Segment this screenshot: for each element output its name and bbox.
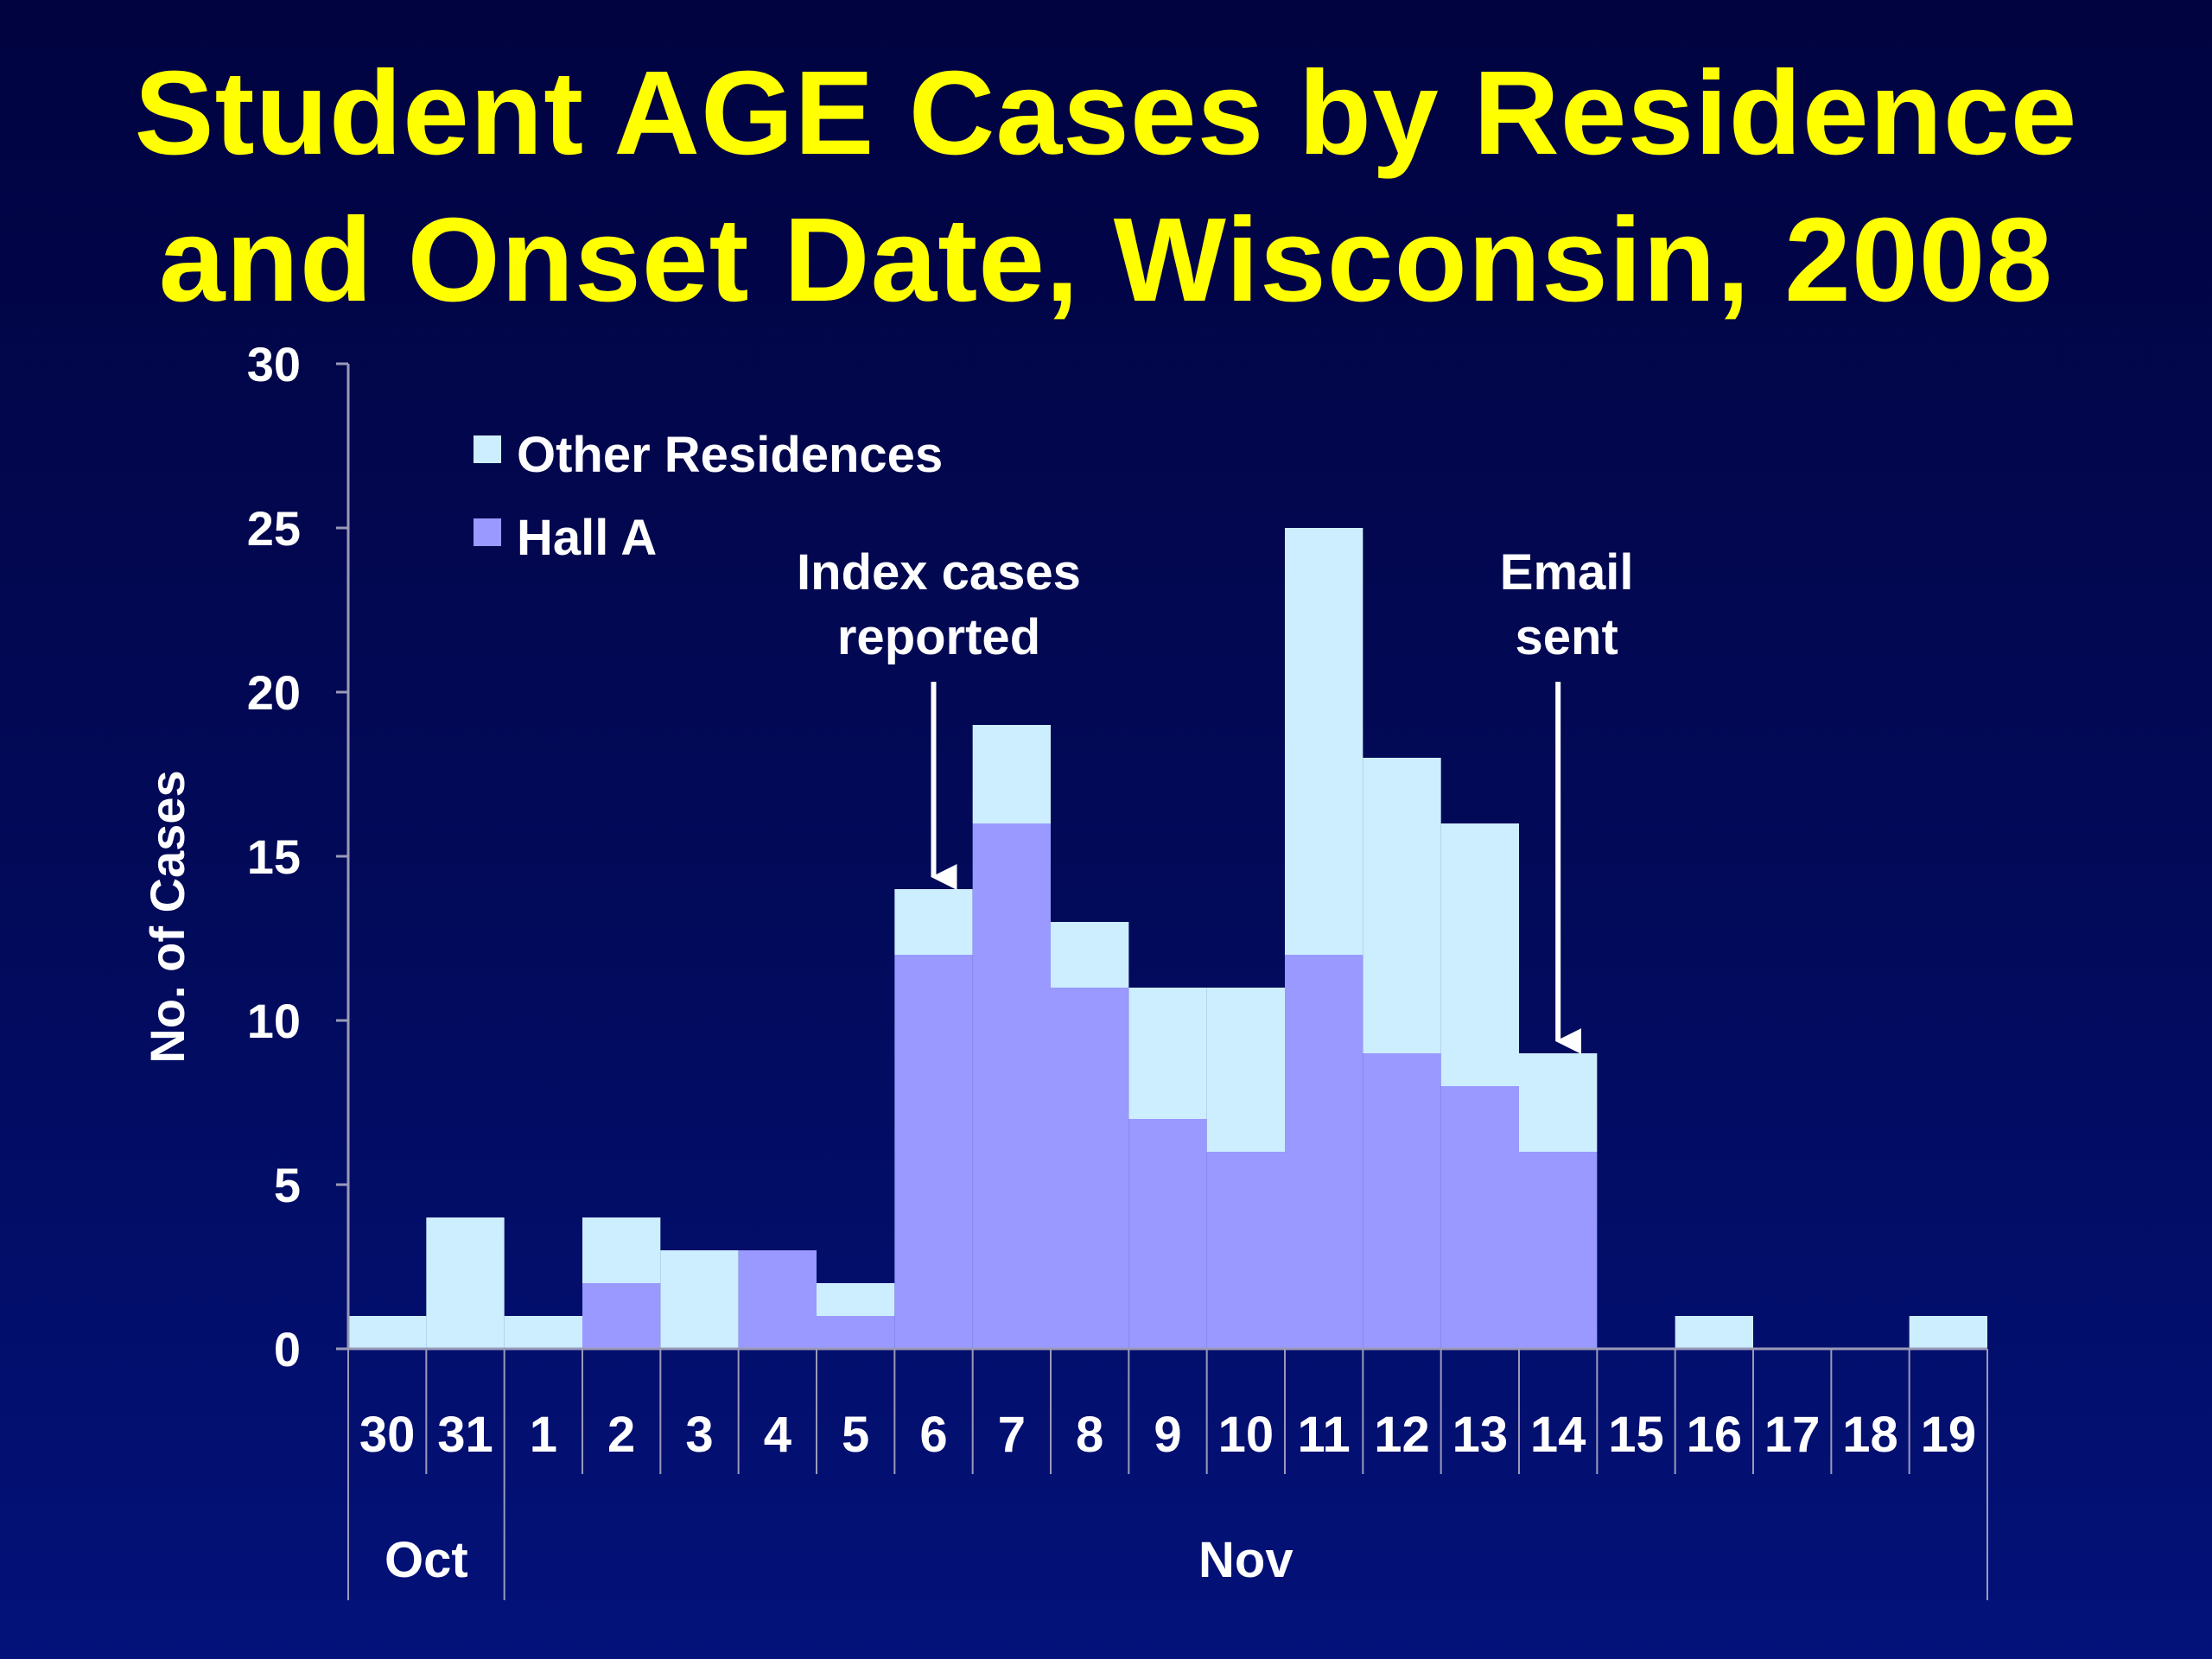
bar-other-residences-8 — [1051, 922, 1129, 988]
x-tick-label-12: 12 — [1374, 1407, 1430, 1463]
bar-other-residences-7 — [972, 725, 1051, 823]
bar-other-residences-9 — [1128, 988, 1207, 1119]
y-tick-label: 30 — [247, 337, 301, 391]
annotation-0-line-1: reported — [837, 609, 1040, 665]
x-tick-label-11: 11 — [1298, 1407, 1351, 1463]
x-tick-label-3: 3 — [685, 1407, 713, 1463]
bar-hall-a-10 — [1206, 1152, 1285, 1349]
bar-hall-a-2 — [582, 1283, 661, 1349]
bar-other-residences-5 — [817, 1283, 895, 1316]
x-tick-label-1: 1 — [530, 1407, 557, 1463]
legend-label-0: Other Residences — [517, 427, 943, 483]
y-tick-label: 15 — [247, 830, 301, 884]
bar-other-residences-3 — [660, 1250, 739, 1349]
bar-other-residences-2 — [582, 1217, 661, 1283]
bar-other-residences-16 — [1675, 1316, 1753, 1349]
bar-other-residences-31 — [426, 1217, 505, 1349]
y-tick-label: 25 — [247, 501, 301, 556]
x-month-label-nov: Nov — [1198, 1532, 1294, 1588]
x-tick-label-14: 14 — [1530, 1407, 1586, 1463]
y-axis-label: No. of Cases — [140, 770, 194, 1063]
bar-other-residences-10 — [1206, 988, 1285, 1152]
legend-swatch-0 — [474, 435, 501, 463]
x-month-label-oct: Oct — [385, 1532, 468, 1588]
bar-hall-a-12 — [1363, 1053, 1441, 1349]
bars-layer — [348, 528, 1987, 1349]
bar-hall-a-8 — [1051, 988, 1129, 1349]
bar-hall-a-7 — [972, 823, 1051, 1349]
legend: Other Residences Hall A — [474, 427, 943, 566]
bar-other-residences-19 — [1909, 1316, 1987, 1349]
bar-hall-a-6 — [894, 955, 973, 1349]
legend-label-1: Hall A — [517, 510, 657, 566]
y-tick-label: 10 — [247, 994, 301, 1048]
bar-hall-a-9 — [1128, 1119, 1207, 1349]
bar-other-residences-1 — [504, 1316, 582, 1349]
x-tick-label-9: 9 — [1154, 1407, 1181, 1463]
x-tick-label-6: 6 — [919, 1407, 947, 1463]
x-tick-label-4: 4 — [764, 1407, 791, 1463]
x-tick-label-18: 18 — [1842, 1407, 1898, 1463]
x-tick-label-5: 5 — [842, 1407, 869, 1463]
bar-other-residences-14 — [1519, 1053, 1598, 1152]
y-tick-label: 0 — [274, 1322, 301, 1376]
chart-title-line-1: Student AGE Cases by Residence — [134, 47, 2078, 180]
bar-hall-a-14 — [1519, 1152, 1598, 1349]
x-tick-label-2: 2 — [607, 1407, 635, 1463]
y-tick-label: 20 — [247, 665, 301, 720]
bar-hall-a-5 — [817, 1316, 895, 1349]
chart-title: Student AGE Cases by Residence and Onset… — [0, 40, 2212, 334]
bar-hall-a-4 — [738, 1250, 817, 1349]
bar-hall-a-11 — [1285, 955, 1363, 1349]
bar-other-residences-11 — [1285, 528, 1363, 955]
x-tick-label-19: 19 — [1921, 1407, 1977, 1463]
annotation-1-line-1: sent — [1516, 609, 1618, 665]
legend-swatch-1 — [474, 518, 501, 546]
x-tick-label-10: 10 — [1218, 1407, 1274, 1463]
bar-other-residences-30 — [348, 1316, 427, 1349]
x-tick-label-7: 7 — [998, 1407, 1026, 1463]
bar-hall-a-13 — [1440, 1086, 1519, 1349]
chart-title-line-2: and Onset Date, Wisconsin, 2008 — [158, 194, 2054, 327]
bar-other-residences-13 — [1440, 823, 1519, 1086]
annotations: Index cases reported Email sent — [797, 544, 1634, 1054]
x-tick-label-8: 8 — [1076, 1407, 1103, 1463]
x-tick-label-16: 16 — [1687, 1407, 1743, 1463]
annotation-1-line-0: Email — [1500, 544, 1634, 601]
x-tick-label-30: 30 — [359, 1407, 416, 1463]
bar-other-residences-12 — [1363, 758, 1441, 1053]
x-tick-label-15: 15 — [1608, 1407, 1664, 1463]
axis-layer — [336, 362, 1988, 1600]
bar-other-residences-6 — [894, 889, 973, 955]
x-tick-label-17: 17 — [1764, 1407, 1821, 1463]
x-tick-label-31: 31 — [437, 1407, 493, 1463]
y-tick-label: 5 — [274, 1158, 301, 1212]
x-tick-label-13: 13 — [1452, 1407, 1509, 1463]
annotation-0-line-0: Index cases — [797, 544, 1081, 601]
